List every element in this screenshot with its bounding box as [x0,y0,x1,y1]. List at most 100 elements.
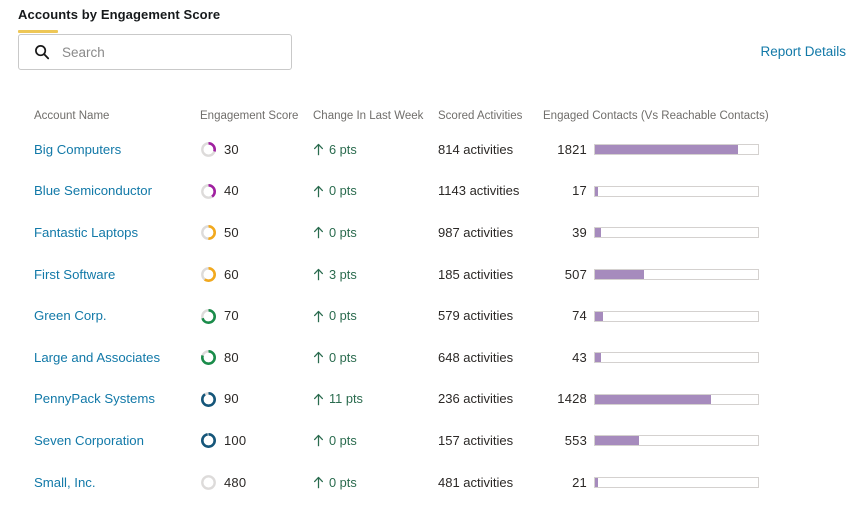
cell-account-name: Big Computers [0,129,200,171]
engaged-contacts-bar-track [594,393,759,405]
table-row[interactable]: Small, Inc. 480 0 pts 481 activities 21 [0,462,864,504]
engagement-score-cell: 40 [200,183,313,200]
engagement-gauge-icon [201,350,216,366]
engaged-contacts-cell: 1428 [543,391,864,407]
cell-scored-activities: 1143 activities [438,171,543,213]
account-name-link[interactable]: Green Corp. [34,308,107,324]
account-name-link[interactable]: Fantastic Laptops [34,224,139,240]
cell-engagement-score: 40 [200,171,313,213]
engaged-contacts-value: 1428 [557,391,587,407]
engaged-contacts-value: 43 [572,349,587,365]
engaged-contacts-cell: 39 [543,225,864,241]
engaged-contacts-cell: 1821 [543,142,864,158]
report-details-link[interactable]: Report Details [760,44,846,59]
engagement-score-cell: 60 [200,266,313,283]
column-header-account-name[interactable]: Account Name [34,110,110,122]
table-row[interactable]: Blue Semiconductor 40 0 pts 1143 activities… [0,171,864,213]
change-value: 0 pts [329,474,357,490]
cell-engaged-contacts: 1821 [543,129,864,171]
engaged-contacts-value: 39 [572,224,587,240]
cell-account-name: Seven Corporation [0,420,200,462]
cell-scored-activities: 185 activities [438,254,543,296]
engagement-score-cell: 70 [200,308,313,325]
table-row[interactable]: Large and Associates 80 0 pts 648 activitie… [0,337,864,379]
cell-engaged-contacts: 17 [543,171,864,213]
scored-activities-value: 1143 activities [438,183,520,199]
engagement-score-value: 80 [224,349,239,365]
engagement-gauge-icon [201,225,216,241]
table-row[interactable]: Green Corp. 70 0 pts 579 activities 74 [0,295,864,337]
table-row[interactable]: PennyPack Systems 90 11 pts 236 activities 1… [0,379,864,421]
cell-engagement-score: 50 [200,212,313,254]
cell-scored-activities: 481 activities [438,462,543,504]
table-row[interactable]: Fantastic Laptops 50 0 pts 987 activities 39 [0,212,864,254]
change-value: 0 pts [329,183,357,199]
table-row[interactable]: Seven Corporation 100 0 pts 157 activities 5… [0,420,864,462]
account-name-link[interactable]: Small, Inc. [34,474,96,490]
engaged-contacts-bar-fill [595,145,739,155]
column-header-scored-activities[interactable]: Scored Activities [438,110,523,122]
engaged-contacts-bar-track [594,227,759,239]
search-input[interactable] [62,44,277,60]
arrow-up-icon [313,476,324,489]
toolbar: Report Details [0,33,864,89]
scored-activities-value: 157 activities [438,432,514,448]
account-name-link[interactable]: PennyPack Systems [34,391,155,407]
scored-activities-value: 236 activities [438,391,514,407]
cell-engaged-contacts: 507 [543,254,864,296]
arrow-up-icon [313,185,324,198]
cell-engagement-score: 60 [200,254,313,296]
search-icon [35,45,50,60]
account-name-link[interactable]: Blue Semiconductor [34,183,153,199]
cell-change-in-last-week: 0 pts [313,462,438,504]
scored-activities-value: 185 activities [438,266,514,282]
column-header-engaged-contacts[interactable]: Engaged Contacts (Vs Reachable Contacts) [543,110,769,122]
table-header: Account Name Engagement Score Change In … [0,89,864,129]
arrow-up-icon [313,435,324,447]
change-cell: 3 pts [313,267,438,283]
cell-scored-activities: 579 activities [438,295,543,337]
change-value: 0 pts [329,432,357,448]
cell-change-in-last-week: 0 pts [313,420,438,462]
cell-scored-activities: 987 activities [438,212,543,254]
change-cell: 0 pts [313,308,438,324]
account-name-link[interactable]: First Software [34,266,116,282]
cell-engaged-contacts: 43 [543,337,864,379]
engagement-score-value: 100 [224,432,247,448]
cell-engaged-contacts: 39 [543,212,864,254]
arrow-up-icon [313,352,324,364]
engagement-score-value: 480 [224,474,247,490]
scored-activities-value: 481 activities [438,474,514,490]
engaged-contacts-cell: 507 [543,267,864,283]
cell-engaged-contacts: 553 [543,420,864,462]
cell-engagement-score: 30 [200,129,313,171]
cell-change-in-last-week: 0 pts [313,171,438,213]
table-row[interactable]: Big Computers 30 6 pts 814 activities 1821 [0,129,864,171]
cell-change-in-last-week: 6 pts [313,129,438,171]
change-value: 0 pts [329,349,357,365]
cell-account-name: PennyPack Systems [0,379,200,421]
title-accent-bar [18,30,58,33]
cell-engagement-score: 80 [200,337,313,379]
table-row[interactable]: First Software 60 3 pts 185 activities 507 [0,254,864,296]
arrow-up-icon [313,227,324,239]
cell-change-in-last-week: 0 pts [313,212,438,254]
engaged-contacts-value: 74 [572,308,587,324]
engaged-contacts-cell: 43 [543,350,864,366]
engaged-contacts-value: 17 [572,183,587,199]
change-cell: 0 pts [313,350,438,366]
cell-account-name: Green Corp. [0,295,200,337]
search-box[interactable] [18,34,292,70]
engagement-score-value: 90 [224,391,239,407]
change-cell: 0 pts [313,433,438,449]
change-cell: 6 pts [313,142,438,158]
cell-engagement-score: 100 [200,420,313,462]
engagement-gauge-icon [201,308,216,324]
arrow-up-icon [313,268,324,281]
change-cell: 0 pts [313,475,438,491]
column-header-engagement-score[interactable]: Engagement Score [200,110,299,122]
account-name-link[interactable]: Large and Associates [34,349,161,365]
account-name-link[interactable]: Seven Corporation [34,432,144,448]
account-name-link[interactable]: Big Computers [34,141,122,157]
column-header-change-in-last-week[interactable]: Change In Last Week [313,110,424,122]
